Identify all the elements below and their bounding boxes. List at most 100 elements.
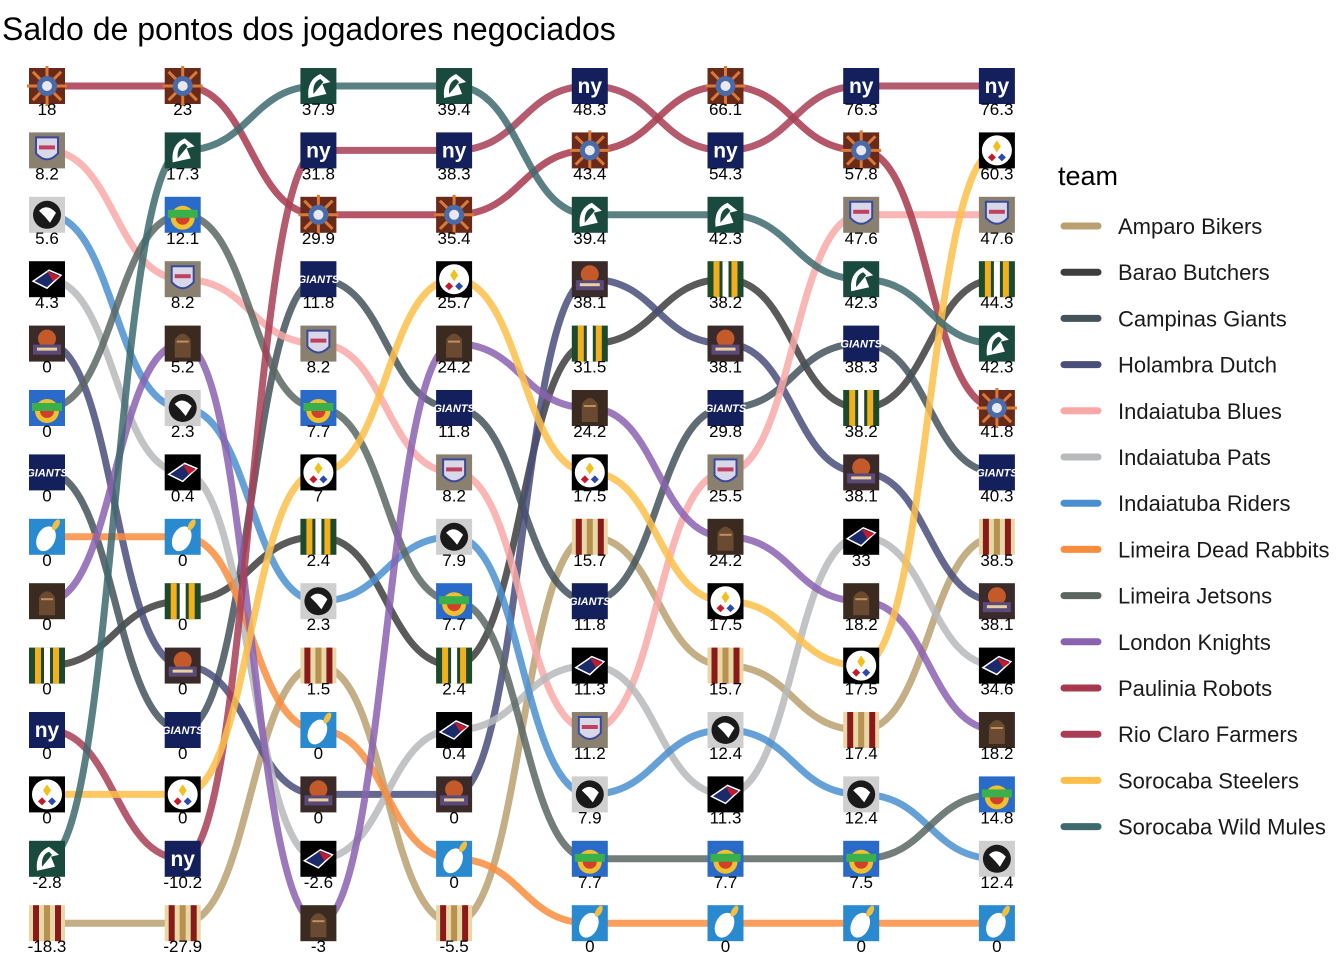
legend-item-indaiatuba-pats: Indaiatuba Pats [1060, 445, 1271, 470]
dutch-logo-icon [29, 325, 65, 362]
legend-label: Rio Claro Farmers [1118, 722, 1298, 747]
steelers-logo-icon [707, 583, 744, 620]
steelers-logo-icon [843, 647, 880, 684]
value-label: 11.8 [574, 615, 606, 634]
value-label: 12.4 [980, 873, 1013, 892]
mules-logo-icon [164, 132, 201, 169]
jetsons-logo-icon [300, 390, 337, 426]
value-label: 76.3 [845, 100, 878, 119]
mules-logo-icon [571, 196, 608, 233]
robots-logo-icon [298, 194, 339, 235]
riders-logo-icon [29, 196, 65, 233]
knights-logo-icon [29, 583, 65, 620]
pats-logo-icon [164, 454, 201, 491]
robots-logo-icon [27, 66, 67, 106]
svg-text:ny: ny [713, 139, 738, 162]
farmers-logo-icon: ny [707, 132, 744, 169]
amparo-helmet-icon [300, 647, 337, 684]
robots-logo-icon [162, 66, 203, 106]
value-label: -2.6 [304, 873, 333, 892]
value-label: 39.4 [438, 100, 471, 119]
value-label: 7.5 [849, 873, 873, 892]
legend-items: Amparo Bikers Barao Butchers Campinas Gian… [1060, 214, 1330, 840]
farmers-logo-icon: ny [843, 68, 880, 104]
value-label: 0 [449, 873, 458, 892]
svg-text:GIANTS: GIANTS [26, 467, 68, 479]
value-label: 34.6 [980, 680, 1013, 699]
value-label: 12.4 [709, 744, 742, 763]
value-label: 0 [42, 422, 51, 441]
value-label: 14.8 [980, 808, 1013, 827]
giants-logo-icon: GIANTS [433, 390, 476, 426]
pats-logo-icon [571, 647, 608, 684]
value-label: 11.8 [302, 293, 334, 312]
value-label: 29.9 [302, 229, 335, 248]
value-label: 12.4 [845, 808, 878, 827]
steelers-logo-icon [571, 454, 608, 491]
value-label: 11.8 [438, 422, 470, 441]
giants-logo-icon: GIANTS [569, 583, 611, 620]
robots-logo-icon [841, 130, 882, 171]
value-label: 44.3 [980, 293, 1013, 312]
value-label: 7 [314, 486, 323, 505]
svg-text:GIANTS: GIANTS [705, 403, 747, 415]
riders-logo-icon [707, 712, 744, 748]
giants-logo-icon: GIANTS [26, 454, 68, 491]
jetsons-logo-icon [707, 840, 744, 877]
farmers-logo-icon: ny [164, 840, 201, 877]
value-label: 7.9 [442, 551, 466, 570]
pats-logo-icon [978, 647, 1015, 684]
rabbits-logo-icon [29, 518, 65, 555]
value-label: 29.8 [709, 422, 742, 441]
value-label: 7.7 [578, 873, 602, 892]
svg-text:ny: ny [578, 75, 603, 98]
value-label: 43.4 [573, 164, 606, 183]
jetsons-logo-icon [164, 196, 201, 233]
value-label: 33 [852, 551, 871, 570]
value-label: 0 [856, 937, 865, 956]
blues-logo-icon [843, 196, 880, 233]
legend-item-holambra-dutch: Holambra Dutch [1060, 353, 1277, 378]
value-label: 23 [173, 100, 192, 119]
blues-logo-icon [707, 454, 744, 491]
legend-item-rio-claro-farmers: Rio Claro Farmers [1060, 722, 1298, 747]
jetsons-logo-icon [29, 390, 65, 426]
barao-helmet-icon [300, 518, 337, 555]
value-label: 15.7 [709, 680, 742, 699]
value-label: 17.5 [709, 615, 742, 634]
value-label: 18.2 [980, 744, 1013, 763]
value-label: 0 [178, 551, 187, 570]
value-label: 54.3 [709, 164, 742, 183]
pats-logo-icon [300, 840, 337, 877]
barao-helmet-icon [29, 647, 65, 684]
mules-logo-icon [707, 196, 744, 233]
svg-text:ny: ny [170, 848, 195, 871]
value-label: 42.3 [709, 229, 742, 248]
value-label: 1.5 [307, 680, 331, 699]
value-label: 41.8 [980, 422, 1013, 441]
value-label: 0 [42, 615, 51, 634]
amparo-helmet-icon [843, 712, 880, 748]
value-label: 18.2 [845, 615, 878, 634]
value-label: 7.7 [714, 873, 738, 892]
blues-logo-icon [300, 325, 337, 362]
svg-text:ny: ny [442, 139, 467, 162]
giants-logo-icon: GIANTS [976, 454, 1018, 491]
value-label: 11.3 [574, 680, 606, 699]
farmers-logo-icon: ny [436, 132, 473, 169]
value-label: 17.5 [845, 680, 878, 699]
value-label: 37.9 [302, 100, 335, 119]
knights-logo-icon [164, 325, 201, 362]
legend-label: London Knights [1118, 630, 1271, 655]
value-label: 24.2 [438, 358, 471, 377]
pats-logo-icon [707, 776, 744, 813]
mules-logo-icon [843, 261, 880, 298]
value-label: 15.7 [573, 551, 606, 570]
blues-logo-icon [164, 261, 201, 298]
legend-item-limeira-jetsons: Limeira Jetsons [1060, 584, 1272, 609]
value-label: 0 [42, 358, 51, 377]
legend-label: Paulinia Robots [1118, 676, 1272, 701]
rabbits-logo-icon [978, 905, 1015, 942]
legend-label: Sorocaba Steelers [1118, 768, 1299, 793]
